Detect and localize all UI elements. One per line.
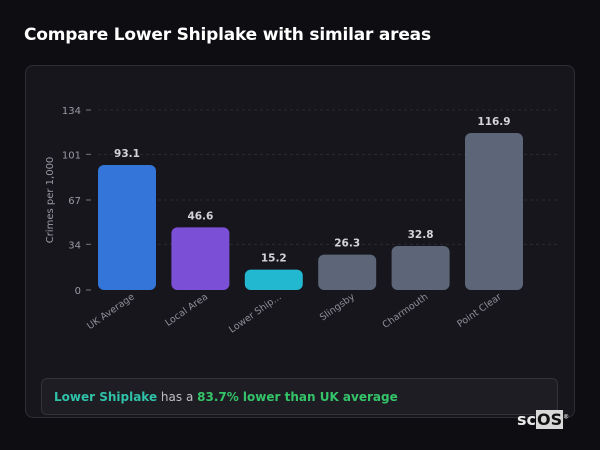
y-tick-label: 101 — [62, 150, 81, 161]
bar-value-label: 15.2 — [261, 253, 287, 265]
bar[interactable] — [318, 254, 377, 290]
x-tick-label: Slingsby — [318, 291, 357, 323]
bar-value-label: 26.3 — [334, 238, 360, 250]
x-tick-label: UK Average — [85, 291, 137, 332]
bar[interactable] — [171, 227, 230, 290]
logo: scOS® — [517, 410, 570, 429]
bar-value-label: 93.1 — [114, 148, 140, 160]
summary-box: Lower Shiplake has a 83.7% lower than UK… — [41, 378, 558, 415]
y-tick-label: 0 — [75, 286, 81, 297]
page-title: Compare Lower Shiplake with similar area… — [24, 25, 431, 45]
x-tick-label: Point Clear — [455, 291, 504, 330]
x-tick-label: Local Area — [163, 291, 210, 328]
y-tick-label: 67 — [68, 196, 81, 207]
y-tick-label: 134 — [62, 106, 81, 117]
y-tick-label: 34 — [68, 240, 81, 251]
summary-comparison: 83.7% lower than UK average — [197, 390, 398, 404]
summary-area: Lower Shiplake — [54, 390, 158, 404]
bar-value-label: 32.8 — [408, 229, 434, 241]
bar[interactable] — [244, 269, 303, 290]
y-axis-label: Crimes per 1,000 — [45, 157, 56, 244]
x-tick-label: Charmouth — [381, 291, 431, 330]
bar[interactable] — [465, 132, 523, 290]
summary-middle: has a — [157, 390, 198, 404]
bar-value-label: 116.9 — [477, 116, 510, 128]
bar-value-label: 46.6 — [187, 210, 213, 222]
bar[interactable] — [98, 164, 156, 290]
bar[interactable] — [391, 245, 450, 290]
x-tick-label: Lower Ship... — [227, 291, 283, 335]
